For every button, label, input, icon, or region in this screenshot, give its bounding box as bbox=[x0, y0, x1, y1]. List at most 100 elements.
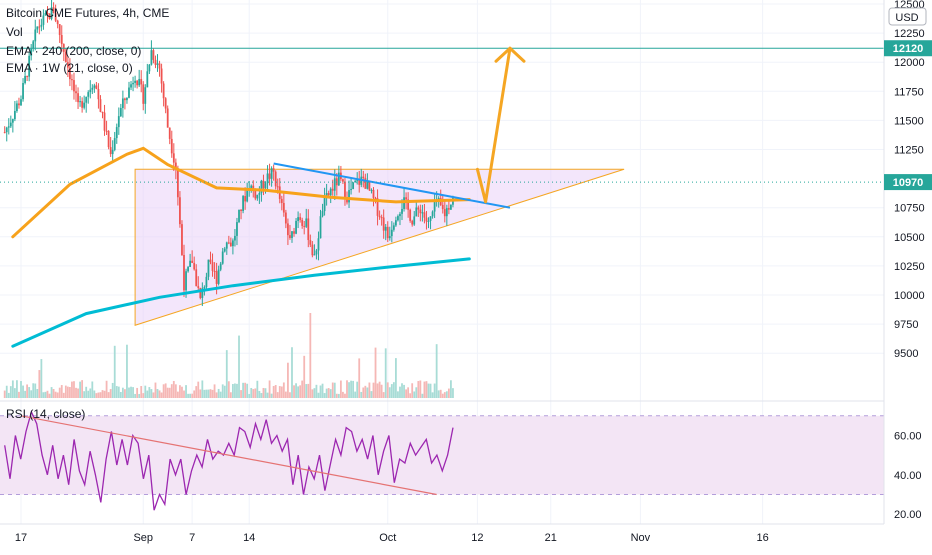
candle-body bbox=[215, 271, 218, 284]
candle-body bbox=[211, 262, 214, 271]
candle-body bbox=[138, 79, 141, 86]
candle-body bbox=[380, 217, 383, 219]
price-tick-label: 11750 bbox=[894, 86, 924, 98]
volume-bar bbox=[170, 384, 173, 398]
volume-bar bbox=[284, 391, 287, 398]
price-tick-label: 10750 bbox=[894, 203, 925, 215]
volume-bar bbox=[199, 389, 202, 398]
rsi-line bbox=[4, 409, 454, 511]
rsi-trendline bbox=[20, 415, 437, 496]
time-tick-label: Nov bbox=[631, 532, 651, 544]
volume-bar bbox=[348, 382, 350, 398]
candle-body bbox=[9, 122, 12, 127]
candle-body bbox=[282, 202, 285, 213]
volume-bar bbox=[370, 391, 373, 398]
candle-body bbox=[337, 172, 340, 186]
currency-badge[interactable]: USD bbox=[888, 7, 927, 26]
candle-body bbox=[50, 7, 53, 19]
volume-bar bbox=[266, 392, 269, 398]
candle-body bbox=[399, 213, 401, 217]
volume-bar bbox=[315, 384, 318, 398]
volume-bar bbox=[240, 390, 242, 398]
candle-body bbox=[272, 168, 275, 172]
candle-body bbox=[315, 250, 318, 255]
candle-body bbox=[250, 185, 253, 190]
volume-bar bbox=[378, 381, 381, 398]
time-tick-label: Oct bbox=[379, 532, 396, 544]
volume-bar bbox=[331, 382, 334, 398]
volume-bar bbox=[423, 381, 426, 398]
candle-body bbox=[148, 64, 151, 72]
candle-body bbox=[60, 35, 63, 45]
volume-bar bbox=[13, 388, 16, 398]
volume-bar bbox=[11, 380, 14, 398]
candle-body bbox=[83, 102, 86, 108]
volume-bar bbox=[452, 388, 454, 398]
candle-body bbox=[176, 169, 179, 198]
candle-body bbox=[376, 198, 379, 216]
volume-bar bbox=[150, 389, 153, 398]
price-axis-bg bbox=[884, 0, 932, 550]
candle-body bbox=[450, 204, 452, 210]
volume-bar bbox=[282, 382, 285, 398]
candle-body bbox=[48, 13, 51, 19]
candle-body bbox=[227, 242, 230, 244]
volume-bar bbox=[207, 389, 210, 398]
volume-bar bbox=[388, 387, 391, 398]
volume-bar bbox=[87, 390, 90, 398]
rsi-layer bbox=[0, 409, 884, 511]
legend: Bitcoin CME Futures, 4h, CME Vol EMA · 2… bbox=[6, 6, 169, 421]
volume-bar bbox=[197, 381, 200, 398]
currency-label: USD bbox=[895, 12, 918, 24]
candle-body bbox=[289, 235, 291, 238]
candle-body bbox=[189, 260, 192, 267]
volume-bar bbox=[366, 387, 369, 398]
candle-body bbox=[30, 48, 33, 56]
candle-body bbox=[97, 88, 100, 100]
volume-bar bbox=[258, 390, 261, 398]
candle-body bbox=[256, 194, 259, 199]
volume-bar bbox=[238, 335, 240, 398]
triangle-pattern bbox=[134, 168, 625, 326]
volume-bar bbox=[20, 381, 22, 398]
candle-body bbox=[299, 217, 302, 220]
volume-bar bbox=[42, 392, 45, 398]
volume-bar bbox=[346, 380, 348, 398]
volume-bar bbox=[386, 382, 389, 398]
candle-body bbox=[333, 178, 336, 191]
volume-bar bbox=[142, 393, 145, 398]
candle-body bbox=[240, 209, 242, 211]
rsi-tick-label: 60.00 bbox=[894, 430, 922, 442]
volume-bar bbox=[443, 392, 446, 398]
volume-bar bbox=[342, 391, 344, 398]
volume-layer bbox=[3, 313, 454, 398]
candle-body bbox=[413, 216, 416, 225]
volume-bar bbox=[260, 393, 263, 398]
candle-body bbox=[185, 271, 187, 291]
candle-body bbox=[172, 153, 175, 163]
candle-body bbox=[427, 220, 430, 222]
candle-body bbox=[56, 20, 59, 25]
volume-bar bbox=[117, 386, 120, 398]
candle-body bbox=[262, 180, 265, 189]
volume-bar bbox=[119, 392, 122, 398]
candle-body bbox=[154, 59, 157, 65]
time-tick-label: 14 bbox=[243, 532, 255, 544]
volume-bar bbox=[270, 393, 273, 398]
candle-body bbox=[443, 209, 446, 217]
candle-body bbox=[166, 108, 169, 128]
candle-body bbox=[213, 270, 216, 272]
candle-body bbox=[144, 87, 147, 104]
volume-bar bbox=[164, 383, 167, 398]
candle-body bbox=[378, 215, 381, 218]
candle-body bbox=[160, 68, 163, 84]
candle-body bbox=[209, 259, 212, 263]
candle-body bbox=[303, 225, 306, 227]
volume-bar bbox=[354, 391, 357, 398]
candle-body bbox=[350, 188, 352, 191]
volume-bar bbox=[409, 393, 412, 398]
price-label-text: 10970 bbox=[893, 177, 924, 189]
candle-body bbox=[293, 231, 295, 234]
candle-body bbox=[252, 185, 255, 190]
